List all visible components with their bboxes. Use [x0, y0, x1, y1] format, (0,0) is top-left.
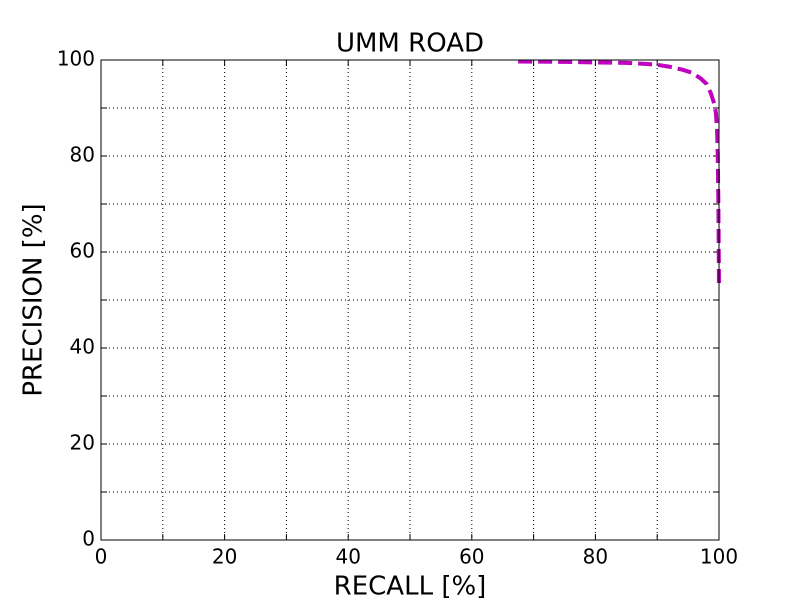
chart-title: UMM ROAD [336, 29, 484, 59]
y-tick-label: 60 [70, 239, 95, 263]
x-tick-label: 20 [212, 545, 237, 569]
x-tick-label: 0 [95, 545, 108, 569]
y-tick-label: 100 [57, 47, 95, 71]
x-tick-label: 100 [700, 545, 738, 569]
pr-curve [518, 59, 721, 289]
x-tick-label: 40 [335, 545, 360, 569]
y-tick-label: 80 [70, 143, 95, 167]
y-tick-label: 40 [70, 335, 95, 359]
y-tick-label: 20 [70, 431, 95, 455]
x-tick-label: 60 [459, 545, 484, 569]
plot-frame [100, 59, 720, 541]
y-axis-label: PRECISION [%] [19, 203, 49, 396]
x-tick-label: 80 [583, 545, 608, 569]
y-tick-label: 0 [82, 527, 95, 551]
x-axis-label: RECALL [%] [334, 572, 487, 601]
